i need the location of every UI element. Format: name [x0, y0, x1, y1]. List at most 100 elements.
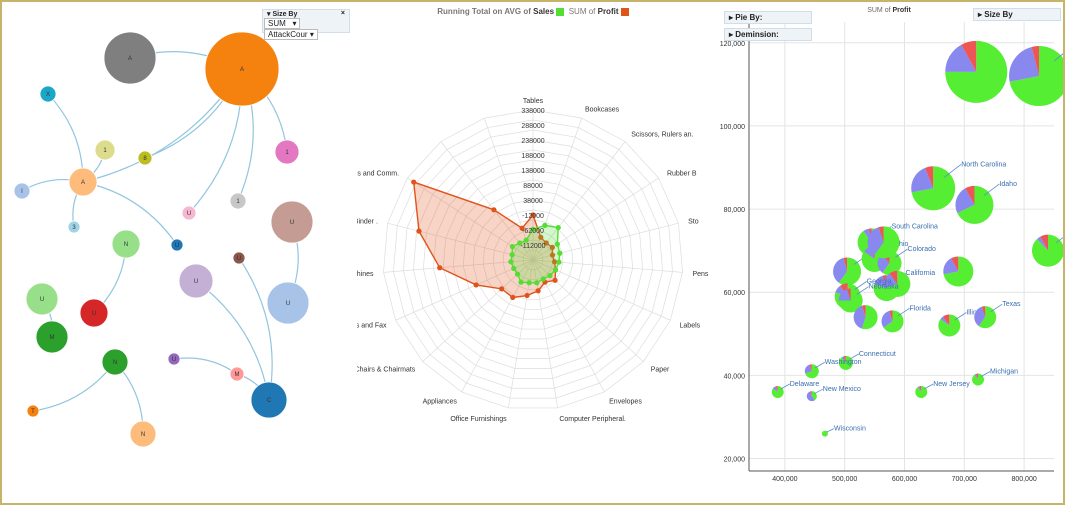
pie-label: Georgia	[867, 278, 892, 285]
network-node: A	[103, 31, 157, 85]
pie-slice	[806, 391, 815, 402]
radar-category-label: Envelopes	[609, 399, 642, 406]
close-icon[interactable]: ×	[340, 10, 345, 17]
pie-slice	[877, 254, 890, 273]
pie-slice	[961, 40, 977, 72]
scatter-pie: Michigan	[972, 369, 1018, 386]
network-node: X	[39, 85, 57, 103]
radar-point	[542, 222, 548, 228]
scatter-size-by-control[interactable]: ▸ Size By	[973, 8, 1061, 21]
network-node-label: A	[128, 56, 132, 62]
network-node: 1	[229, 192, 247, 210]
network-node: C	[250, 381, 288, 419]
pie-label-leader	[924, 383, 934, 390]
radar-category-label: Binders and Binder .	[357, 219, 378, 226]
pie-slice	[838, 289, 851, 301]
radar-grid-ring	[482, 209, 584, 310]
network-node-label: U	[194, 279, 198, 285]
network-node-circle	[79, 298, 109, 328]
radar-category-label: Chairs & Chairmats	[357, 366, 416, 373]
collapse-arrow-icon[interactable]: ▾	[267, 11, 271, 18]
scatter-pie: Florida	[881, 305, 932, 333]
pie-label: Texas	[1002, 301, 1021, 308]
pie-slice	[838, 257, 862, 286]
field-select[interactable]: AttackCour ▾	[264, 29, 318, 40]
radar-spoke	[440, 141, 534, 261]
pie-slice	[833, 257, 848, 283]
network-node-circle	[103, 31, 157, 85]
network-node-circle	[229, 192, 247, 210]
radar-point	[552, 277, 558, 283]
network-node: N	[111, 229, 141, 259]
network-node: 1	[274, 139, 300, 165]
radar-tick-label: -12000	[522, 213, 544, 220]
network-node-label: U	[172, 357, 176, 363]
radar-spoke	[532, 141, 626, 261]
dimension-control[interactable]: ▸ Deminsion:	[724, 28, 812, 41]
radar-panel: Running Total on AVG of Sales SUM of Pro…	[314, 2, 709, 503]
network-node: A	[68, 167, 98, 197]
pie-slice	[965, 185, 975, 205]
network-node: U	[25, 282, 59, 316]
radar-point	[514, 271, 521, 277]
network-node-circle	[67, 220, 81, 234]
pie-slice	[874, 226, 900, 259]
pie-label-leader	[980, 371, 991, 377]
radar-tick-label: 188000	[521, 153, 544, 160]
scatter-pie: Mas	[1032, 234, 1063, 267]
scatter-pie	[945, 40, 1008, 103]
pie-slice	[955, 188, 975, 214]
network-node-label: I	[21, 189, 23, 195]
radar-point	[437, 265, 443, 271]
radar-grid-ring	[383, 109, 683, 409]
pie-slice	[810, 391, 812, 397]
pie-by-control[interactable]: ▸ Pie By:	[724, 11, 812, 24]
network-node-label: U	[92, 311, 96, 317]
radar-category-label: Labels	[680, 322, 701, 329]
expand-arrow-icon: ▸	[978, 10, 983, 19]
pie-slice	[1009, 46, 1040, 82]
scatter-pie: Washington	[804, 359, 862, 379]
radar-profit-prefix: SUM of	[568, 7, 598, 16]
radar-point	[535, 288, 541, 294]
radar-tick-label: 38000	[523, 198, 543, 205]
scatter-pie: New Mexico	[806, 386, 861, 402]
network-node-label: U	[175, 243, 179, 249]
scatter-grid: 400,000 500,000 600,000 700,000 800,000 20,00…	[720, 22, 1054, 483]
network-panel: A A X 1 8 1 A I 3 U 1 U N U U U U U U M N U M C T N ▾ Size By × S…	[2, 2, 357, 503]
scatter-pie: Connecticut	[838, 351, 896, 370]
pie-slice	[943, 258, 959, 275]
radar-category-label: Office Machines	[357, 271, 374, 278]
pie-slice	[853, 305, 866, 329]
network-node-label: C	[267, 398, 272, 404]
aggregation-select[interactable]: SUM ▾	[264, 18, 301, 29]
pie-slice	[1032, 234, 1063, 267]
radar-point	[519, 225, 525, 231]
network-node-circle	[170, 238, 184, 252]
network-link	[195, 280, 270, 401]
network-node: U	[181, 205, 197, 221]
radar-spoke	[532, 222, 679, 261]
pie-slice	[940, 316, 950, 326]
network-node-label: A	[240, 67, 244, 73]
radar-point	[556, 259, 562, 265]
radar-point	[552, 267, 559, 273]
pie-label-leader	[954, 312, 967, 321]
network-node-label: 1	[285, 150, 289, 156]
scatter-pie	[853, 305, 878, 330]
network-node-label: A	[81, 180, 85, 186]
scatter-pie: Maryland	[1009, 46, 1063, 107]
network-node-circle	[137, 150, 153, 166]
network-node-circle	[26, 404, 40, 418]
network-node-label: U	[290, 220, 294, 226]
network-node: U	[79, 298, 109, 328]
scatter-pie: Delaware	[771, 381, 819, 399]
network-node: 3	[67, 220, 81, 234]
radar-point	[509, 243, 516, 250]
network-node-circle	[35, 320, 69, 354]
pie-slice	[974, 373, 979, 380]
pie-label: Florida	[910, 305, 932, 312]
y-tick-label: 40,000	[724, 373, 746, 380]
pie-slice	[945, 44, 977, 72]
y-tick-label: 120,000	[720, 41, 745, 48]
